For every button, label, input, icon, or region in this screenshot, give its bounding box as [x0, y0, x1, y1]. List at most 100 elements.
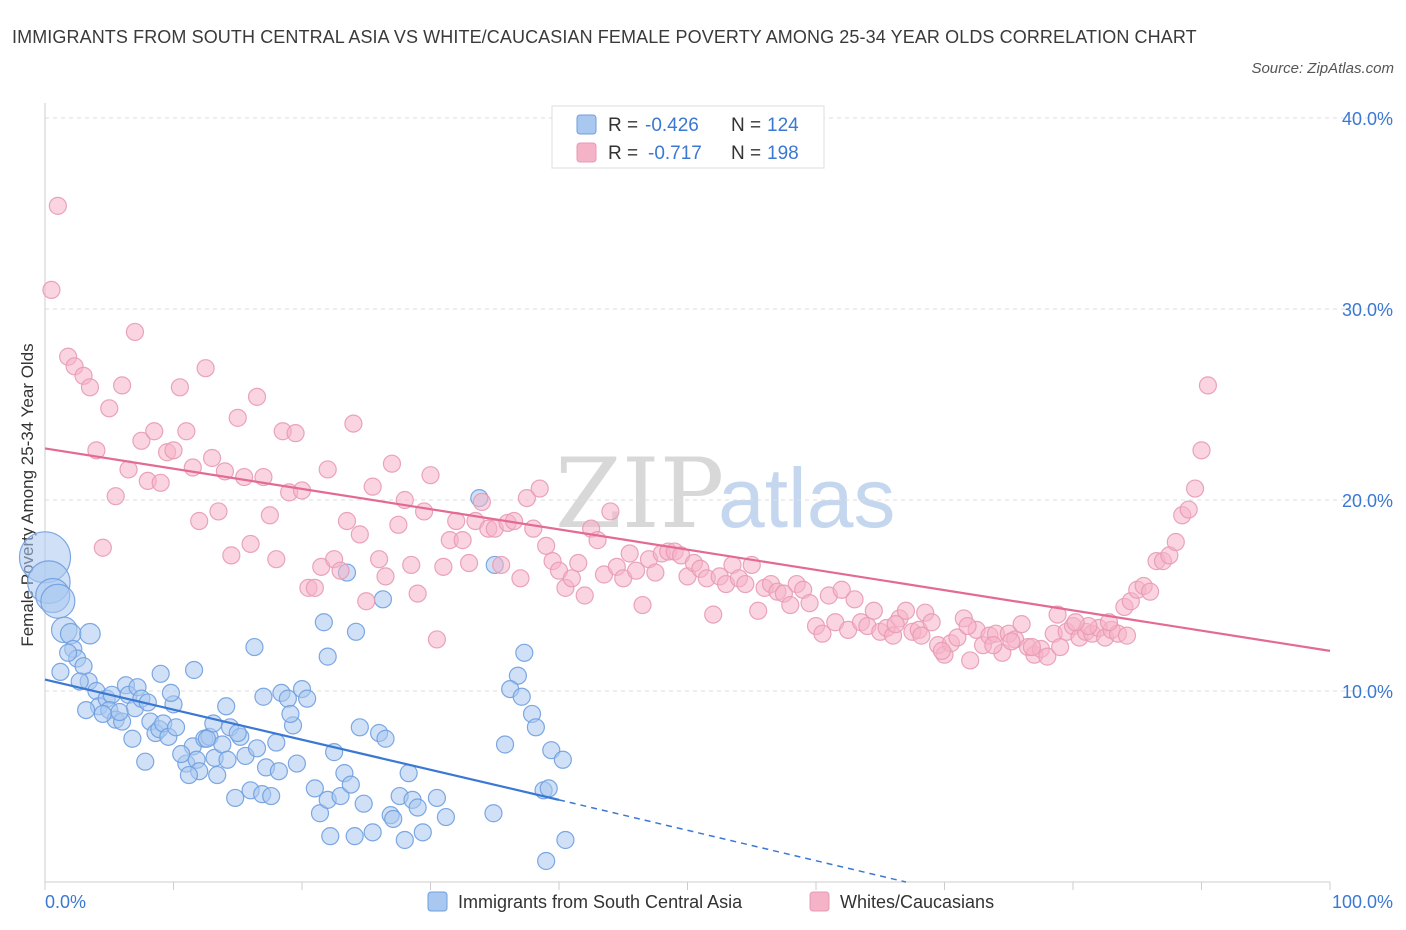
whites-point-44: [331, 561, 350, 580]
whites-point-179: [1198, 376, 1218, 395]
y-tick-label-0: 10.0%: [1342, 682, 1393, 702]
whites-point-74: [524, 519, 543, 538]
immigrants-point-56: [298, 689, 317, 708]
whites-point-53: [389, 515, 408, 534]
immigrants-point-72: [384, 809, 403, 829]
whites-point-66: [472, 492, 491, 512]
whites-point-6: [87, 441, 106, 460]
immigrants-point-68: [363, 823, 382, 842]
y-tick-label-3: 40.0%: [1342, 109, 1393, 129]
whites-point-176: [1179, 500, 1198, 519]
whites-point-124: [845, 590, 864, 609]
immigrants-point-87: [172, 744, 191, 764]
whites-point-34: [267, 550, 286, 569]
whites-point-174: [1166, 532, 1185, 552]
bottom-legend-swatch-pink: [809, 891, 830, 912]
whites-point-119: [813, 624, 832, 643]
whites-point-15: [145, 422, 164, 441]
whites-point-64: [459, 553, 479, 573]
immigrants-point-81: [93, 704, 112, 724]
legend-r-value-1: -0.426: [645, 115, 699, 136]
immigrants-point-78: [413, 823, 432, 842]
immigrants-point-106: [508, 666, 527, 685]
immigrants-point-83: [123, 729, 142, 748]
immigrants-point-88: [179, 765, 199, 785]
legend-n-value-2: 198: [767, 143, 799, 164]
whites-point-59: [427, 630, 447, 649]
immigrants-point-93: [217, 697, 236, 716]
whites-point-45: [337, 511, 357, 531]
whites-point-132: [896, 601, 916, 620]
immigrants-point-9: [59, 643, 78, 662]
whites-point-31: [247, 387, 267, 406]
whites-point-23: [196, 359, 215, 378]
whites-point-188: [958, 616, 977, 636]
immigrants-point-3: [40, 583, 76, 619]
whites-point-9: [106, 487, 125, 506]
immigrants-point-96: [254, 687, 273, 706]
axes: [44, 103, 1331, 890]
immigrants-point-74: [395, 830, 414, 850]
trend-line-immigrants: [44, 678, 560, 801]
whites-point-48: [357, 592, 376, 611]
whites-point-27: [222, 546, 241, 565]
whites-point-80: [562, 569, 581, 588]
whites-point-10: [112, 376, 132, 395]
series-immigrants-points: [18, 488, 575, 871]
whites-point-56: [408, 584, 427, 603]
whites-point-150: [1012, 615, 1031, 634]
immigrants-point-66: [350, 718, 369, 737]
legend-n-value-1: 124: [767, 115, 799, 136]
whites-point-50: [370, 550, 389, 569]
immigrants-point-82: [110, 702, 129, 722]
bottom-legend-swatch-blue: [427, 891, 448, 912]
whites-point-81: [569, 553, 588, 573]
immigrants-point-110: [526, 718, 545, 737]
whites-point-122: [832, 580, 851, 599]
bottom-legend-label-immigrants: Immigrants from South Central Asia: [458, 892, 743, 912]
whites-point-33: [260, 506, 279, 525]
whites-point-109: [749, 601, 768, 620]
whites-point-49: [363, 477, 382, 496]
legend-r-label-2: R =: [608, 143, 638, 164]
immigrants-point-116: [512, 687, 531, 706]
immigrants-point-99: [318, 647, 337, 666]
immigrants-point-111: [556, 830, 575, 850]
bottom-legend-label-whites: Whites/Caucasians: [840, 892, 994, 912]
whites-point-73: [517, 488, 536, 508]
y-tick-labels: 10.0% 20.0% 30.0% 40.0%: [1342, 109, 1393, 702]
whites-point-177: [1185, 479, 1205, 498]
whites-point-20: [177, 422, 196, 441]
immigrants-point-105: [515, 643, 534, 662]
whites-point-136: [922, 613, 941, 632]
immigrants-point-50: [267, 733, 286, 752]
whites-point-19: [170, 378, 190, 397]
whites-point-102: [704, 605, 723, 624]
whites-point-142: [961, 651, 980, 670]
legend-swatch-blue: [576, 114, 597, 135]
whites-point-170: [1140, 582, 1160, 601]
trend-lines: [44, 447, 1331, 883]
whites-point-47: [350, 525, 369, 544]
immigrants-point-46: [247, 739, 267, 758]
immigrants-point-84: [136, 752, 155, 771]
immigrants-point-49: [262, 786, 281, 806]
whites-point-93: [646, 563, 665, 582]
whites-point-91: [633, 595, 652, 615]
immigrants-point-100: [314, 613, 333, 632]
whites-point-12: [125, 322, 145, 342]
immigrants-point-103: [373, 590, 393, 609]
immigrants-point-62: [331, 786, 350, 806]
whites-point-140: [948, 628, 967, 647]
whites-point-37: [286, 424, 305, 443]
legend-swatch-pink: [576, 142, 597, 163]
whites-point-16: [151, 473, 170, 492]
immigrants-point-121: [51, 662, 70, 682]
immigrants-point-65: [345, 827, 364, 846]
immigrants-point-80: [436, 807, 456, 827]
whites-point-191: [886, 615, 905, 634]
source-credit: Source: ZipAtlas.com: [1251, 60, 1394, 77]
immigrants-point-57: [305, 779, 324, 798]
correlation-legend: R = -0.426 N = 124 R = -0.717 N = 198: [551, 105, 825, 169]
